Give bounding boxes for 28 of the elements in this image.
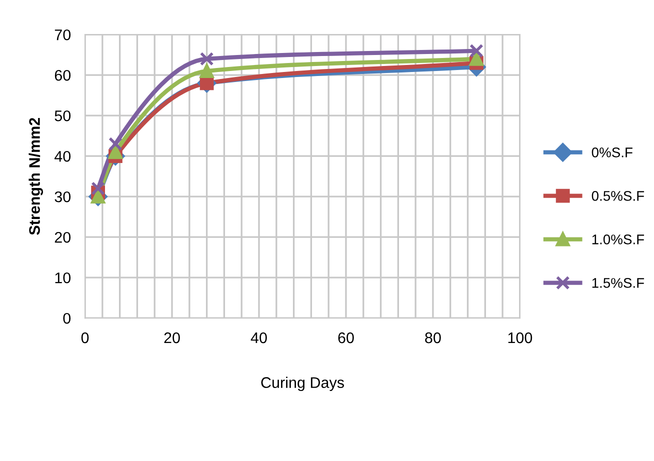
y-tick-label: 60 [54,70,71,81]
y-tick-label: 70 [54,29,71,40]
point [200,64,214,78]
y-tick-label: 40 [54,150,71,162]
x-tick-label: 40 [250,332,267,344]
y-tick-label: 20 [54,232,71,243]
x-tick-label: 20 [164,332,180,344]
x-tick-label: 80 [425,332,441,344]
point [91,190,106,204]
y-tick-label: 0 [63,312,71,324]
y-tick-label: 10 [55,272,71,284]
point [108,136,122,151]
x-axis-title: Curing Days [261,376,344,392]
x-tick-label: 60 [338,332,354,344]
x-tick-label: 100 [508,332,532,344]
legend-label: 1.5%S.F [592,278,644,288]
point [469,52,484,66]
point [469,44,484,58]
point [108,145,122,159]
y-tick-label: 50 [54,110,71,122]
y-tick-label: 30 [54,191,71,202]
legend-label: 1.0%S.F [592,234,644,244]
y-axis-title: Strength N/mm2 [28,118,44,235]
x-tick-label: 0 [81,332,89,344]
legend-label: 0.5%S.F [592,191,644,201]
point [91,182,106,196]
legend-label: 0%S.F [592,148,632,158]
point [200,52,214,66]
